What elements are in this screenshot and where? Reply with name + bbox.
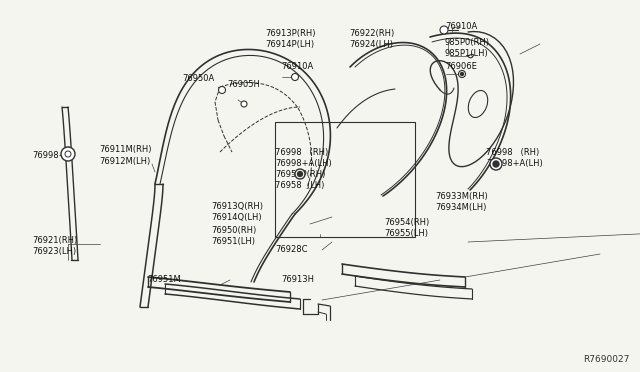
Bar	[275, 122, 415, 237]
Text: 76910A: 76910A	[282, 62, 314, 71]
Text: 76951M: 76951M	[147, 275, 181, 284]
Text: 985P0(RH)
985P1(LH): 985P0(RH) 985P1(LH)	[445, 38, 490, 58]
Text: 76921(RH)
76923(LH): 76921(RH) 76923(LH)	[32, 236, 77, 256]
Text: 76913P(RH)
76914P(LH): 76913P(RH) 76914P(LH)	[266, 29, 316, 49]
Text: 76911M(RH)
76912M(LH): 76911M(RH) 76912M(LH)	[99, 145, 152, 166]
Circle shape	[291, 74, 298, 80]
Text: 76913H: 76913H	[282, 275, 315, 284]
Ellipse shape	[468, 90, 488, 118]
Circle shape	[218, 87, 225, 93]
Circle shape	[461, 73, 463, 76]
Text: 76954(RH)
76955(LH): 76954(RH) 76955(LH)	[384, 218, 429, 238]
Text: 76905H: 76905H	[227, 80, 260, 89]
Circle shape	[241, 101, 247, 107]
Circle shape	[458, 71, 465, 77]
Text: 76933M(RH)
76934M(LH): 76933M(RH) 76934M(LH)	[435, 192, 488, 212]
Circle shape	[295, 169, 305, 179]
Circle shape	[440, 26, 448, 34]
Text: 76906E: 76906E	[445, 62, 477, 71]
Text: 76922(RH)
76924(LH): 76922(RH) 76924(LH)	[349, 29, 394, 49]
Text: 76913Q(RH)
76914Q(LH): 76913Q(RH) 76914Q(LH)	[211, 202, 263, 222]
Text: R7690027: R7690027	[584, 355, 630, 364]
Text: 76928C: 76928C	[275, 245, 308, 254]
Circle shape	[493, 161, 499, 167]
Text: 76910A: 76910A	[445, 22, 477, 31]
Text: 76998   (RH)
76998+A(LH): 76998 (RH) 76998+A(LH)	[486, 148, 543, 168]
Text: 76998+B: 76998+B	[32, 151, 72, 160]
Circle shape	[490, 158, 502, 170]
Circle shape	[61, 147, 75, 161]
Circle shape	[65, 151, 71, 157]
Circle shape	[298, 171, 303, 176]
Text: 76950(RH)
76951(LH): 76950(RH) 76951(LH)	[211, 226, 257, 246]
Text: 76950A: 76950A	[182, 74, 214, 83]
Text: 76998   (RH)
76998+A(LH)
76954P(RH)
76958  (LH): 76998 (RH) 76998+A(LH) 76954P(RH) 76958 …	[275, 148, 332, 190]
